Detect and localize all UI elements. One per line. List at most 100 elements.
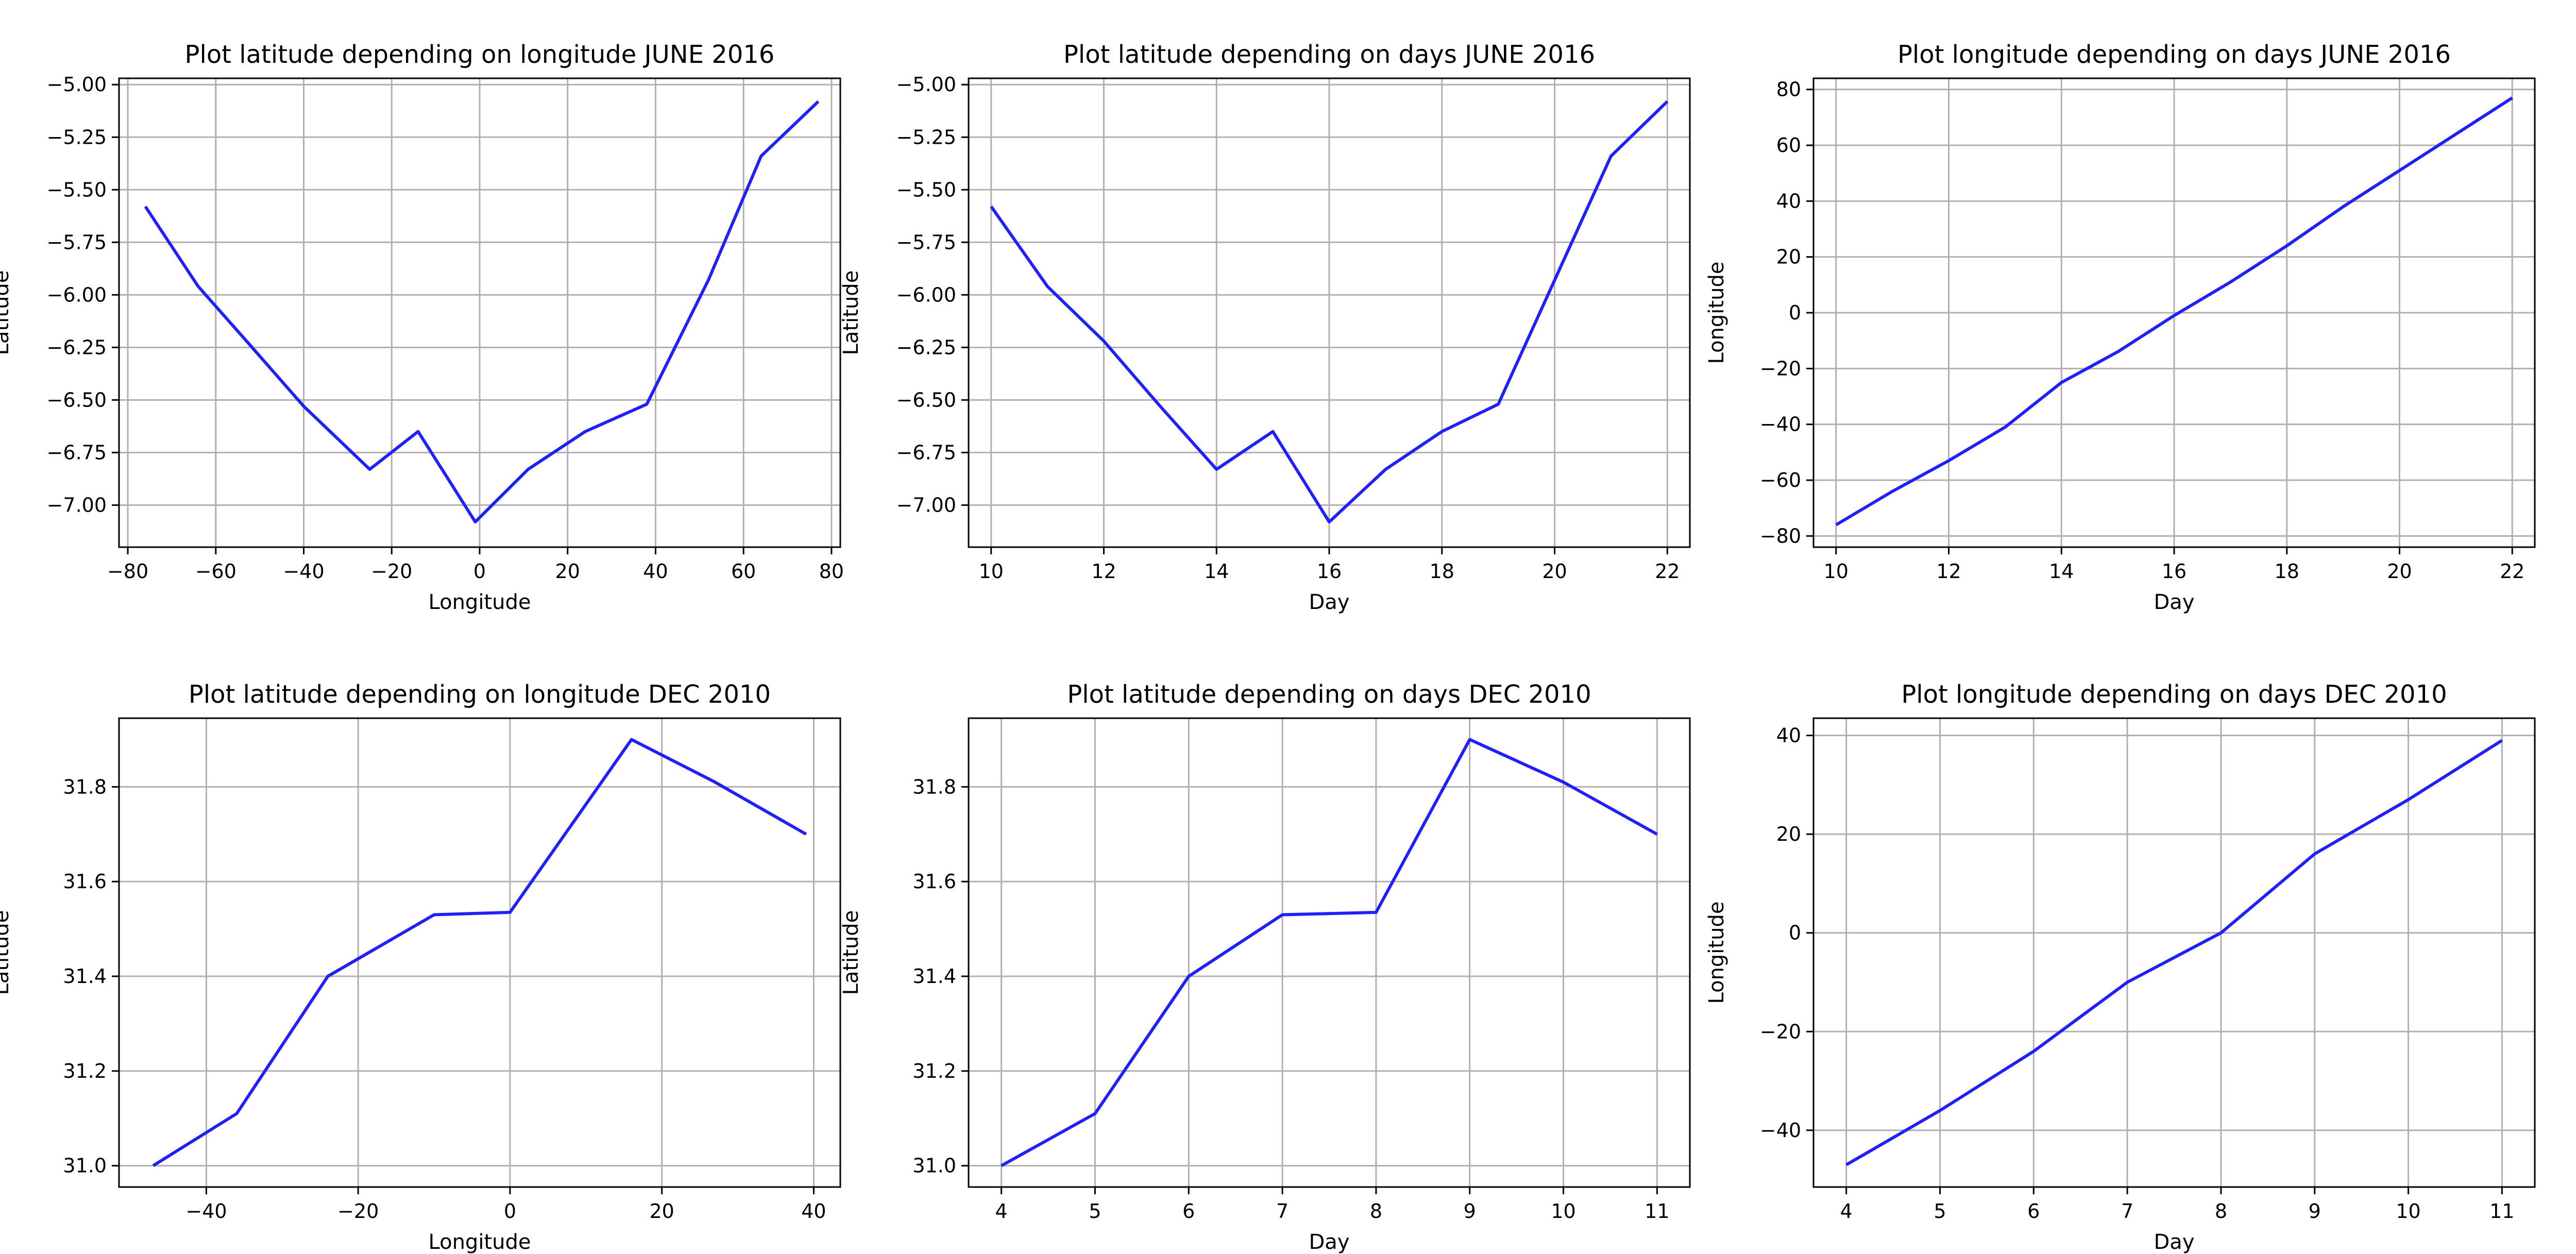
y-tick-label: −5.25 (47, 126, 107, 148)
x-tick-label: 6 (1182, 1200, 1195, 1223)
y-tick-label: 31.8 (912, 775, 956, 798)
x-tick-label: −80 (107, 560, 148, 583)
x-axis-label: Day (2154, 1230, 2195, 1254)
x-tick-label: 16 (1317, 560, 1342, 583)
y-tick-label: −6.25 (896, 336, 956, 359)
x-axis-label: Day (2154, 590, 2195, 614)
chart-title: Plot latitude depending on longitude JUN… (185, 40, 775, 69)
x-tick-label: 4 (995, 1200, 1008, 1223)
x-tick-label: 22 (1655, 560, 1680, 583)
y-tick-label: 31.2 (63, 1060, 107, 1082)
series-line-1 (144, 100, 820, 523)
y-axis-label: Longitude (1705, 902, 1728, 1004)
y-axis-label: Longitude (1705, 262, 1728, 364)
y-tick-label: −5.50 (47, 178, 107, 201)
y-tick-label: 80 (1776, 78, 1801, 101)
y-tick-label: 0 (1789, 922, 1801, 944)
axes-frame (118, 717, 841, 1188)
chart-title: Plot longitude depending on days JUNE 20… (1897, 40, 2451, 69)
y-tick-label: −6.00 (47, 283, 107, 306)
x-tick-label: 22 (2500, 560, 2524, 583)
x-axis-label: Longitude (429, 1230, 531, 1254)
subplot-6: 4 5 6 7 8 9 10 11 −40 −20 0 20 40 Plot longitude depe… (1705, 680, 2536, 1254)
x-tick-label: 8 (2215, 1200, 2227, 1223)
y-tick-label: −7.00 (896, 494, 956, 516)
y-tick-label: 31.6 (912, 870, 956, 893)
series-line-1 (990, 100, 1669, 523)
x-tick-label: 6 (2027, 1200, 2040, 1223)
y-tick-label: −5.75 (896, 231, 956, 253)
chart-title: Plot longitude depending on days DEC 201… (1901, 680, 2447, 709)
y-tick-label: −5.50 (896, 178, 956, 201)
x-tick-label: 20 (555, 560, 580, 583)
x-tick-label: −40 (283, 560, 324, 583)
chart-title: Plot latitude depending on days DEC 2010 (1067, 680, 1591, 709)
axes-frame (968, 717, 1691, 1188)
x-tick-label: 16 (2162, 560, 2187, 583)
y-tick-label: −6.00 (896, 283, 956, 306)
x-tick-label: 10 (2396, 1200, 2420, 1223)
series-line-1 (1845, 739, 2503, 1166)
subplot-5: 4 5 6 7 8 9 10 11 31.0 31.2 31.4 31.6 31.8 Plot latit… (839, 680, 1691, 1254)
y-tick-label: 31.4 (63, 965, 107, 988)
x-tick-label: 14 (2049, 560, 2074, 583)
x-axis-label: Day (1309, 1230, 1350, 1254)
x-tick-label: 80 (819, 560, 844, 583)
subplot-2: 10 12 14 16 18 20 22 −7.00 −6.75 −6.50 −6.25 −6.00 −… (839, 40, 1691, 614)
y-tick-label: −6.75 (896, 441, 956, 464)
x-tick-label: 9 (1464, 1200, 1476, 1223)
x-tick-label: 12 (1091, 560, 1116, 583)
x-tick-label: 7 (2121, 1200, 2133, 1223)
y-tick-label: 20 (1776, 246, 1801, 268)
y-axis-label: Latitude (839, 910, 863, 995)
y-axis-label: Latitude (0, 910, 13, 995)
y-tick-label: 31.0 (63, 1155, 107, 1177)
x-tick-label: 4 (1840, 1200, 1853, 1223)
x-tick-label: 11 (2489, 1200, 2514, 1223)
x-tick-label: 5 (1089, 1200, 1101, 1223)
x-tick-label: 18 (2275, 560, 2299, 583)
y-tick-label: 0 (1789, 301, 1801, 324)
y-tick-label: −5.75 (47, 231, 107, 253)
x-tick-label: −40 (185, 1200, 227, 1223)
series-line-1 (152, 738, 807, 1167)
y-axis-label: Latitude (0, 270, 13, 355)
x-tick-label: 5 (1934, 1200, 1946, 1223)
x-tick-label: −20 (371, 560, 412, 583)
y-tick-label: −6.50 (47, 388, 107, 411)
x-tick-label: 10 (1824, 560, 1849, 583)
y-tick-label: −60 (1760, 469, 1801, 492)
x-tick-label: 7 (1276, 1200, 1289, 1223)
y-tick-label: −7.00 (47, 494, 107, 516)
x-tick-label: 18 (1430, 560, 1454, 583)
y-tick-label: 31.6 (63, 870, 107, 893)
y-tick-label: −20 (1760, 1020, 1801, 1043)
y-tick-label: −5.25 (896, 126, 956, 148)
y-tick-label: 31.4 (912, 965, 956, 988)
x-axis-label: Longitude (429, 590, 531, 614)
y-tick-label: −6.25 (47, 336, 107, 359)
y-tick-label: −40 (1760, 413, 1801, 436)
axes-frame (1812, 717, 2536, 1188)
x-tick-label: 0 (473, 560, 486, 583)
x-tick-label: −20 (337, 1200, 379, 1223)
x-tick-label: 60 (731, 560, 756, 583)
x-tick-label: 40 (643, 560, 668, 583)
x-tick-label: 40 (801, 1200, 826, 1223)
x-tick-label: 9 (2309, 1200, 2321, 1223)
y-tick-label: −20 (1760, 357, 1801, 380)
y-tick-label: −40 (1760, 1119, 1801, 1142)
x-tick-label: 10 (979, 560, 1004, 583)
chart-title: Plot latitude depending on longitude DEC… (189, 680, 771, 709)
y-tick-label: −5.00 (896, 73, 956, 96)
x-axis-label: Day (1309, 590, 1350, 614)
x-tick-label: 0 (504, 1200, 516, 1223)
y-tick-label: 40 (1776, 190, 1801, 212)
y-tick-label: 31.8 (63, 775, 107, 798)
x-tick-label: 14 (1204, 560, 1229, 583)
subplot-4: −40 −20 0 20 40 31.0 31.2 31.4 31.6 31.8 Plot lati… (0, 680, 841, 1254)
series-line-1 (1835, 96, 2513, 527)
y-axis-label: Latitude (839, 270, 863, 355)
